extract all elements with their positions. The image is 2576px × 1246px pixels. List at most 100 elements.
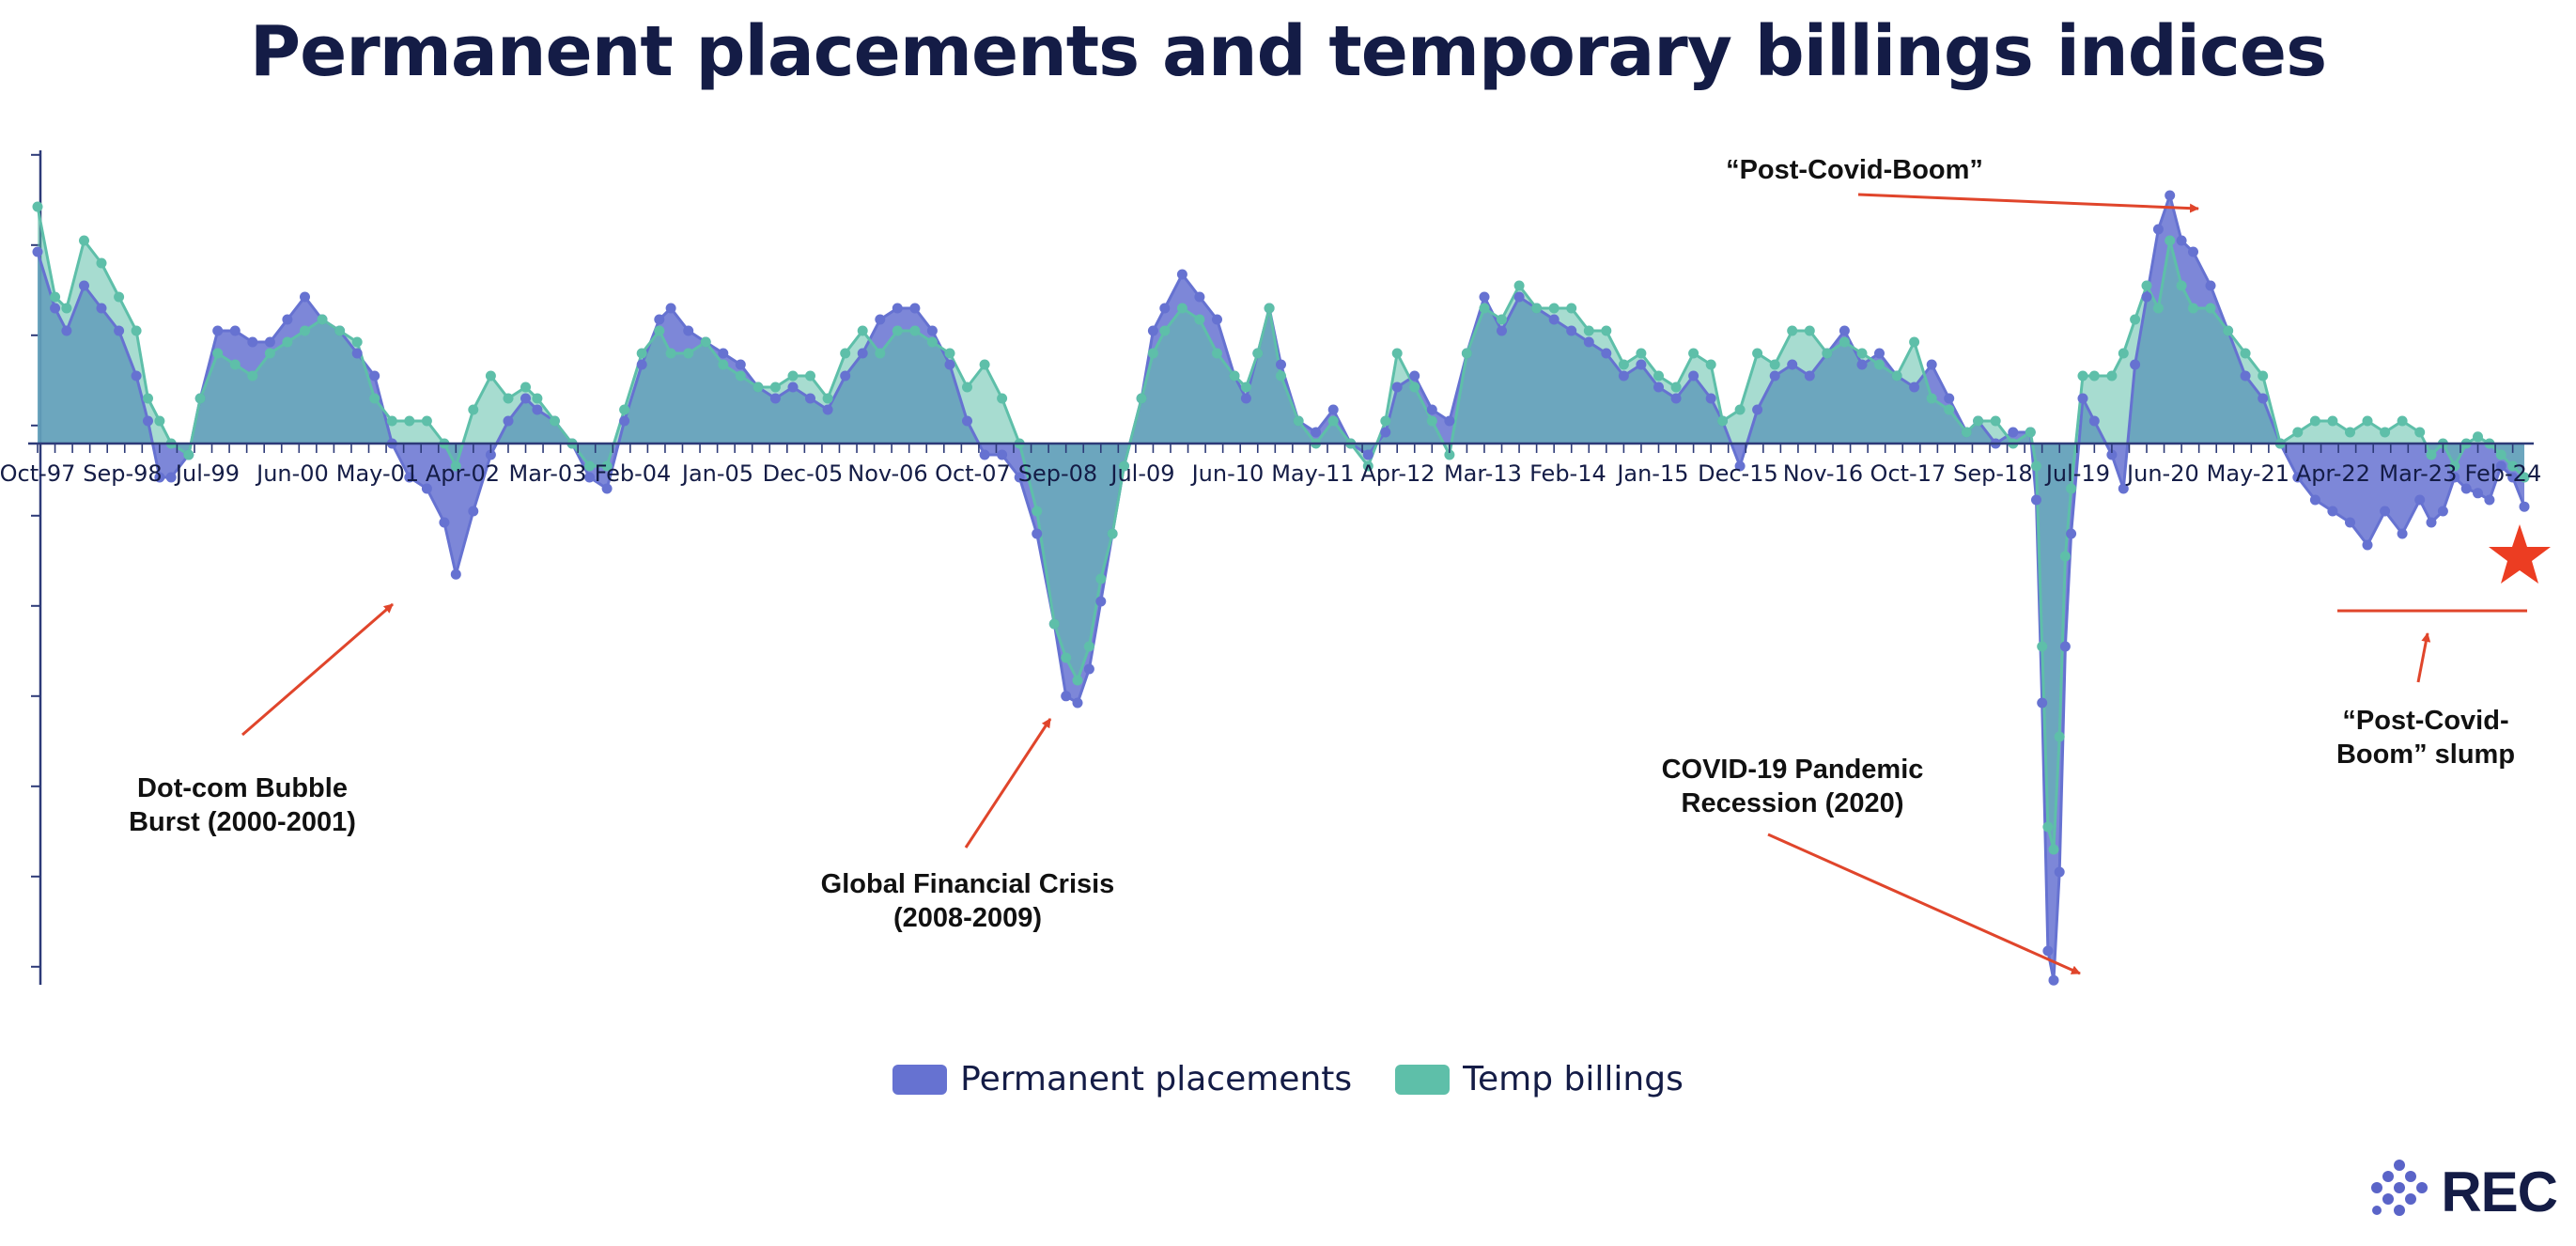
chart-title: Permanent placements and temporary billi… [249, 11, 2327, 92]
area-temp-billings [38, 207, 2524, 849]
data-point [840, 348, 851, 359]
data-point [857, 348, 868, 359]
data-point [1839, 336, 1850, 348]
data-point [1391, 348, 1403, 359]
data-point [2118, 348, 2129, 359]
data-point [2327, 415, 2338, 427]
data-point [1688, 348, 1699, 359]
data-point [1653, 370, 1664, 382]
data-point [1461, 348, 1472, 359]
data-point [1147, 348, 1158, 359]
data-point [2519, 472, 2530, 483]
data-point [1926, 359, 1937, 370]
data-point [1618, 370, 1629, 382]
data-point [1548, 314, 1560, 325]
data-point [1734, 460, 1746, 472]
x-tick-label: Oct-97 [0, 460, 75, 487]
rec-logo-icon [2371, 1160, 2429, 1216]
data-point [1240, 382, 1251, 393]
data-point [2240, 370, 2251, 382]
data-point [549, 415, 560, 427]
data-point [468, 506, 479, 517]
arrow-slump [2416, 632, 2431, 683]
data-point [229, 325, 241, 336]
data-point [2449, 472, 2460, 483]
data-point [1083, 663, 1094, 675]
data-point [1147, 325, 1158, 336]
x-tick-label: Sep-98 [83, 460, 162, 487]
data-point [1380, 415, 1391, 427]
data-point [2066, 483, 2077, 494]
data-point [1479, 303, 1490, 314]
annotation-gfc: Global Financial Crisis (2008-2009) [821, 718, 1114, 933]
data-point [753, 382, 764, 393]
data-point [926, 336, 938, 348]
data-point [2130, 359, 2141, 370]
data-point [2437, 506, 2448, 517]
data-point [2077, 393, 2088, 404]
data-point [875, 348, 886, 359]
data-point [79, 280, 89, 291]
data-point [2240, 348, 2251, 359]
data-point [1566, 303, 1577, 314]
data-point [317, 314, 328, 325]
data-point [61, 303, 72, 314]
data-point [532, 393, 543, 404]
data-point [154, 472, 165, 483]
data-point [2025, 427, 2036, 438]
data-point [735, 370, 746, 382]
data-point [1705, 359, 1716, 370]
data-point [2397, 415, 2408, 427]
data-point [1107, 528, 1118, 539]
data-point [32, 246, 43, 257]
data-point [584, 472, 595, 483]
data-point [2176, 280, 2187, 291]
data-point [2223, 325, 2234, 336]
data-point [2037, 697, 2048, 709]
data-point [1229, 370, 1240, 382]
data-point [1926, 393, 1937, 404]
data-point [1194, 291, 1205, 303]
legend-item-temp: Temp billings [1395, 1060, 1684, 1098]
data-point [2309, 415, 2320, 427]
x-tick-label: Oct-17 [1870, 460, 1947, 487]
data-point [282, 336, 293, 348]
data-point [2048, 844, 2059, 855]
data-point [2362, 539, 2373, 551]
data-point [1327, 404, 1339, 415]
data-point [944, 348, 955, 359]
data-point [601, 483, 613, 494]
data-point [1409, 370, 1420, 382]
data-point [300, 291, 310, 303]
data-point [1083, 641, 1094, 652]
data-point [2165, 190, 2176, 201]
annotation-boom-text: “Post-Covid-Boom” [1726, 155, 1983, 185]
x-tick-label: Jun-00 [255, 460, 329, 487]
data-point [143, 393, 153, 404]
x-tick-label: Nov-16 [1783, 460, 1863, 487]
data-point [1194, 314, 1205, 325]
x-tick-label: Mar-03 [508, 460, 586, 487]
arrow-dotcom [241, 602, 394, 737]
data-point [439, 517, 450, 528]
data-point [1119, 460, 1129, 472]
x-tick-label: Jun-20 [2125, 460, 2199, 487]
x-tick-label: Jul-09 [1109, 460, 1174, 487]
x-tick-label: Dec-15 [1698, 460, 1778, 487]
data-point [2031, 494, 2041, 506]
annotation-dotcom: Dot-com Bubble Burst (2000-2001) [129, 602, 394, 837]
data-point [1276, 359, 1286, 370]
data-point [601, 460, 613, 472]
data-point [2426, 449, 2437, 460]
data-point [212, 325, 224, 336]
annotation-gfc-line2: (2008-2009) [893, 903, 1042, 933]
annotation-slump-line1: “Post-Covid- [2342, 706, 2508, 736]
data-point [1531, 303, 1543, 314]
x-tick-label: May-11 [1271, 460, 1354, 487]
data-point [1909, 382, 1920, 393]
data-point [944, 359, 955, 370]
data-point [2141, 291, 2152, 303]
data-point [2141, 280, 2152, 291]
data-point [503, 415, 514, 427]
data-point [2054, 731, 2065, 742]
